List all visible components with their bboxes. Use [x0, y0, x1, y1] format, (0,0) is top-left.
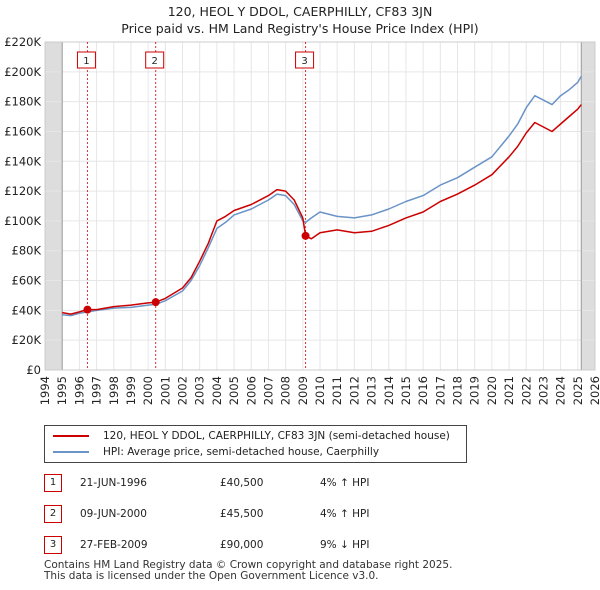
x-tick-label: 2003 — [193, 376, 207, 405]
y-tick-label: £80K — [12, 244, 42, 258]
x-tick-label: 2010 — [313, 376, 327, 405]
x-tick-label: 2000 — [141, 376, 155, 405]
sale-number-badge: 1 — [44, 474, 62, 492]
y-tick-label: £0 — [26, 363, 41, 377]
sale-price: £45,500 — [220, 508, 264, 520]
legend-label-property: 120, HEOL Y DDOL, CAERPHILLY, CF83 3JN (… — [103, 430, 450, 442]
y-tick-label: £100K — [4, 214, 41, 228]
sale-date: 21-JUN-1996 — [80, 477, 147, 489]
x-tick-label: 2026 — [588, 376, 600, 405]
x-tick-label: 2007 — [261, 376, 275, 405]
y-tick-label: £20K — [12, 333, 42, 347]
x-tick-label: 1999 — [124, 376, 138, 405]
no-data-region — [45, 42, 63, 370]
x-tick-label: 2004 — [210, 376, 224, 405]
legend-item-hpi: HPI: Average price, semi-detached house,… — [53, 444, 379, 460]
x-tick-label: 2018 — [451, 376, 465, 405]
price-chart: £0 £20K £40K £60K £80K £100K £120K £140K £160K £1… — [4, 35, 600, 405]
sale-hpi-diff: 4% ↑ HPI — [320, 477, 370, 489]
y-tick-label: £160K — [4, 124, 41, 138]
sale-number-label: 3 — [301, 56, 307, 67]
x-tick-label: 2012 — [347, 376, 361, 405]
sale-row: 2 09-JUN-2000 £45,500 4% ↑ HPI — [44, 505, 464, 523]
x-tick-label: 1997 — [90, 376, 104, 405]
x-tick-label: 2017 — [433, 376, 447, 405]
x-tick-label: 2021 — [502, 376, 516, 405]
no-data-region — [581, 42, 595, 370]
x-tick-label: 2006 — [244, 376, 258, 405]
sale-price: £40,500 — [220, 477, 264, 489]
sale-hpi-diff: 9% ↓ HPI — [320, 539, 370, 551]
x-tick-label: 2024 — [554, 376, 568, 405]
x-tick-label: 2005 — [227, 376, 241, 405]
sale-number-label: 2 — [152, 56, 158, 67]
sale-row: 3 27-FEB-2009 £90,000 9% ↓ HPI — [44, 536, 464, 554]
sale-number-box — [295, 51, 315, 69]
sale-point — [151, 298, 160, 307]
sale-date: 09-JUN-2000 — [80, 508, 147, 520]
x-tick-label: 2014 — [382, 376, 396, 405]
sale-hpi-diff: 4% ↑ HPI — [320, 508, 370, 520]
y-tick-label: £180K — [4, 95, 41, 109]
sale-number-box — [145, 51, 165, 69]
y-tick-label: £120K — [4, 184, 41, 198]
hpi-series-line — [62, 75, 582, 317]
y-tick-label: £220K — [4, 35, 41, 49]
footer-line-1: Contains HM Land Registry data © Crown c… — [44, 559, 453, 571]
x-tick-label: 2001 — [158, 376, 172, 405]
x-tick-label: 2016 — [416, 376, 430, 405]
x-tick-label: 1996 — [72, 376, 86, 405]
x-tick-label: 1994 — [38, 376, 52, 405]
x-tick-label: 2008 — [279, 376, 293, 405]
legend-swatch-property — [53, 435, 89, 437]
x-tick-label: 2019 — [468, 376, 482, 405]
x-tick-label: 2025 — [571, 376, 585, 405]
x-tick-label: 2015 — [399, 376, 413, 405]
y-tick-label: £40K — [12, 303, 42, 317]
sale-point — [301, 231, 310, 240]
y-tick-label: £200K — [4, 65, 41, 79]
x-tick-label: 2023 — [536, 376, 550, 405]
footer-attribution: Contains HM Land Registry data © Crown c… — [44, 560, 452, 582]
chart-title-line-1: 120, HEOL Y DDOL, CAERPHILLY, CF83 3JN — [167, 4, 433, 19]
y-tick-label: £60K — [12, 274, 42, 288]
chart-legend: 120, HEOL Y DDOL, CAERPHILLY, CF83 3JN (… — [44, 425, 467, 463]
legend-label-hpi: HPI: Average price, semi-detached house,… — [103, 446, 380, 458]
x-tick-label: 2002 — [176, 376, 190, 405]
x-tick-label: 2011 — [330, 376, 344, 405]
footer-line-2: This data is licensed under the Open Gov… — [44, 570, 379, 582]
x-tick-label: 2009 — [296, 376, 310, 405]
sale-number-badge: 3 — [44, 536, 62, 554]
y-tick-label: £140K — [4, 154, 41, 168]
sale-date: 27-FEB-2009 — [80, 539, 148, 551]
sale-number-label: 1 — [83, 56, 89, 67]
x-tick-label: 1998 — [107, 376, 121, 405]
chart-title-line-2: Price paid vs. HM Land Registry's House … — [121, 21, 479, 36]
plot-border — [44, 41, 596, 371]
sale-number-box — [76, 51, 96, 69]
x-tick-label: 1995 — [55, 376, 69, 405]
x-tick-label: 2020 — [485, 376, 499, 405]
sale-row: 1 21-JUN-1996 £40,500 4% ↑ HPI — [44, 474, 464, 492]
sale-price: £90,000 — [220, 539, 264, 551]
x-tick-label: 2022 — [519, 376, 533, 405]
x-tick-label: 2013 — [365, 376, 379, 405]
legend-swatch-hpi — [53, 451, 89, 453]
sale-point — [83, 305, 92, 314]
sale-number-badge: 2 — [44, 505, 62, 523]
legend-item-property: 120, HEOL Y DDOL, CAERPHILLY, CF83 3JN (… — [53, 428, 450, 444]
